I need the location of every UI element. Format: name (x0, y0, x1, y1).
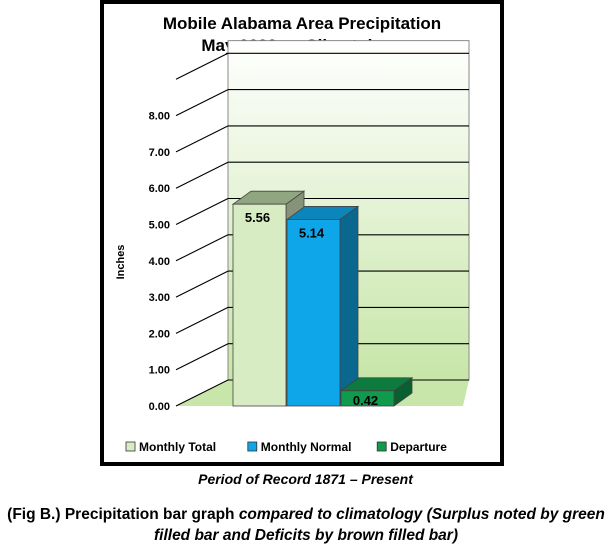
y-tick-label: 6.00 (149, 183, 170, 195)
gridline-diagonal (175, 198, 229, 225)
y-tick-label: 1.00 (149, 365, 170, 377)
gridline-diagonal (175, 270, 229, 298)
precipitation-chart: Mobile Alabama Area Precipitation May 20… (115, 14, 470, 454)
y-tick-label: 5.00 (149, 220, 170, 232)
bar-departure: 0.42 (339, 376, 414, 408)
legend-entry: Monthly Normal (261, 440, 352, 454)
bar-monthly-normal: 5.14 (285, 205, 360, 407)
bar-front (286, 219, 341, 407)
y-tick-label: 2.00 (149, 328, 170, 340)
bar-data-label: 5.14 (299, 225, 325, 240)
bar-front (340, 390, 395, 407)
bar-data-label: 0.42 (353, 393, 378, 408)
y-tick-label: 4.00 (149, 256, 170, 268)
chart-frame: Mobile Alabama Area Precipitation May 20… (100, 0, 504, 466)
y-axis-label: Inches (115, 245, 127, 280)
y-tick-label: 7.00 (149, 147, 170, 159)
gridline-diagonal (175, 306, 229, 334)
y-tick-label: 8.00 (149, 111, 170, 123)
figure-caption: (Fig B.) Precipitation bar graph compare… (6, 504, 606, 546)
legend-swatch (376, 441, 387, 452)
legend-entry: Departure (390, 440, 447, 454)
gridline-diagonal (175, 125, 229, 153)
period-of-record: Period of Record 1871 – Present (198, 471, 413, 487)
legend-entry: Monthly Total (139, 440, 216, 454)
chart-title-line-1: Mobile Alabama Area Precipitation (163, 14, 441, 33)
gridline-diagonal (175, 379, 229, 407)
bar-front (232, 203, 287, 407)
gridline-diagonal (175, 234, 229, 262)
caption-italic: compared to climatology (Surplus noted b… (153, 506, 605, 544)
gridline-diagonal (175, 52, 229, 80)
caption-plain: (Fig B.) Precipitation bar graph (7, 506, 239, 523)
legend-swatch (247, 441, 258, 452)
legend: Monthly Total Monthly Normal Departure (125, 440, 447, 454)
gridline-diagonal (175, 343, 229, 371)
bar-data-label: 5.56 (245, 210, 270, 225)
gridline-diagonal (175, 89, 229, 117)
gridline-diagonal (175, 161, 229, 189)
bar-side (339, 205, 359, 407)
y-tick-label: 0.00 (149, 401, 170, 413)
legend-swatch (125, 441, 136, 452)
y-tick-label: 3.00 (149, 292, 170, 304)
